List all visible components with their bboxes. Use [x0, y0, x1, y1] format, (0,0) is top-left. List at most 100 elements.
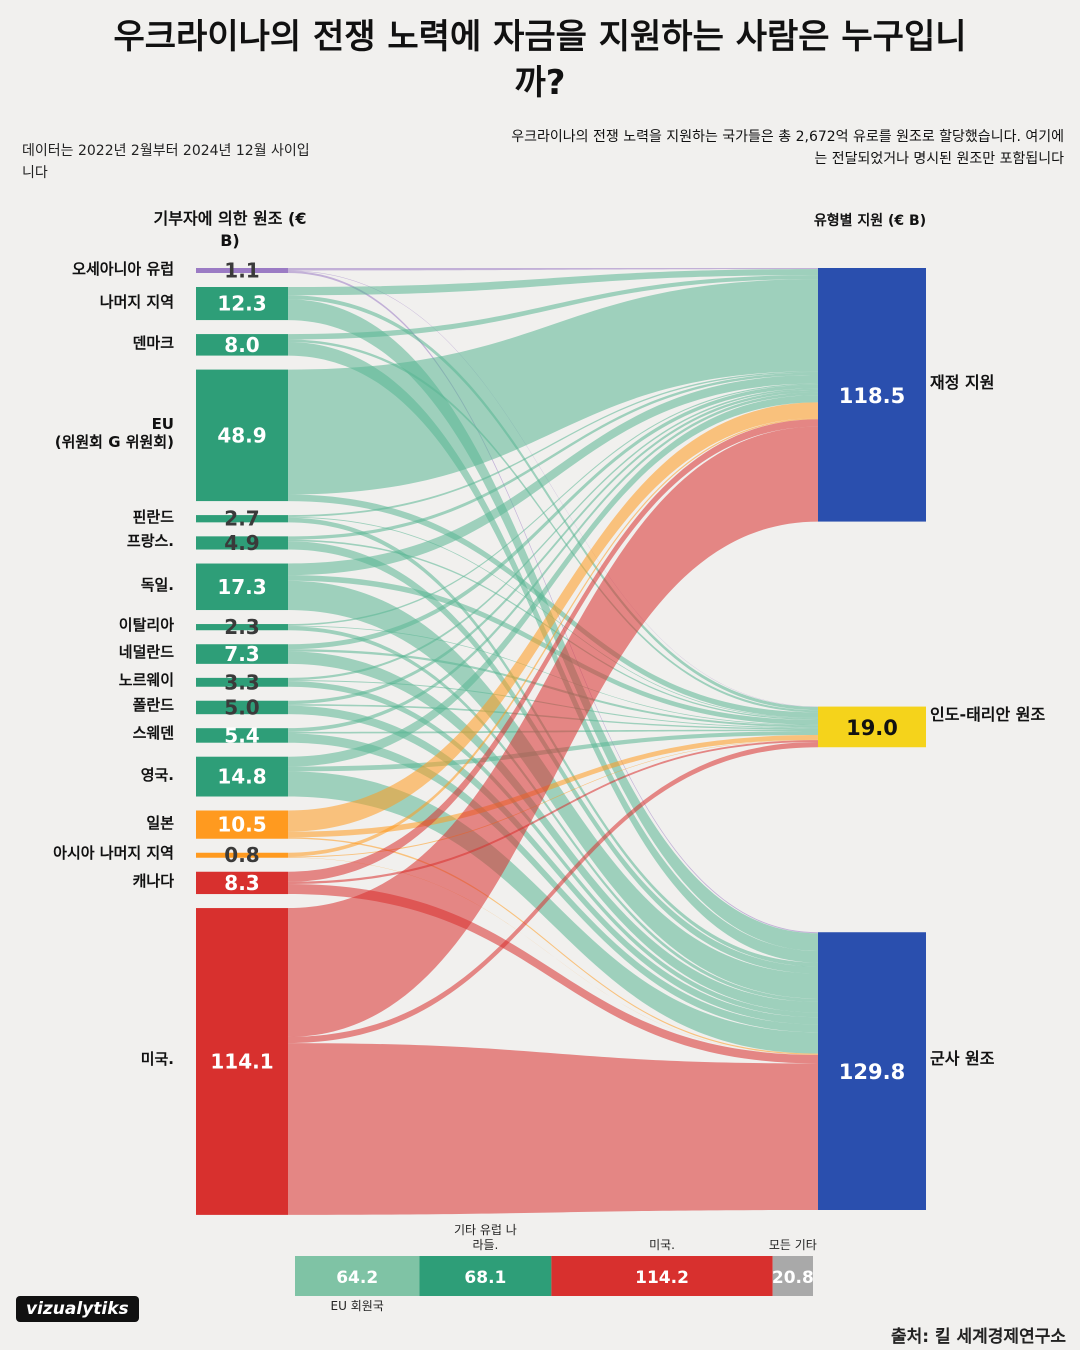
donor-bar	[196, 369, 288, 502]
flow-link	[288, 771, 818, 1054]
donor-value-label: 2.7	[224, 507, 259, 531]
donor-name-label: EU (위원회 G 위원회)	[54, 415, 174, 452]
donor-name-label: 덴마크	[132, 333, 174, 352]
flow-link	[288, 626, 818, 1002]
donor-value-label: 7.3	[224, 642, 259, 666]
flow-links	[288, 268, 818, 1215]
flow-link	[288, 651, 818, 1013]
donor-name-label: 일본	[146, 813, 174, 832]
donor-bar	[196, 624, 288, 631]
donor-value-label: 0.8	[224, 843, 259, 867]
donor-name-label: 노르웨이	[118, 671, 174, 690]
donor-bar	[196, 563, 288, 611]
donor-name-label: 폴란드	[132, 696, 174, 715]
type-column-header: 유형별 지원 (€ B)	[813, 213, 927, 229]
flow-link	[288, 494, 818, 718]
donor-bar	[196, 515, 288, 523]
type-value-label: 19.0	[846, 716, 898, 740]
group-segment	[551, 1256, 773, 1296]
donor-value-label: 3.3	[224, 670, 259, 694]
flow-link	[288, 295, 818, 711]
donor-name-label: 이탈리아	[118, 616, 174, 635]
donor-bar	[196, 677, 288, 687]
flow-link	[288, 374, 818, 576]
flow-link	[288, 384, 818, 650]
donor-name-label: 아시아 나머지 지역	[53, 844, 174, 863]
donor-value-label: 4.9	[224, 531, 259, 555]
donor-value-label: 114.1	[210, 1049, 273, 1073]
donor-value-label: 2.3	[224, 615, 259, 639]
group-name-label: 기타 유럽 나라들.	[453, 1223, 517, 1252]
donor-value-label: 17.3	[217, 575, 266, 599]
flow-link	[288, 742, 818, 1044]
donor-bar	[196, 908, 288, 1215]
flow-link	[288, 740, 818, 885]
flow-link	[288, 299, 818, 952]
donor-value-label: 48.9	[217, 423, 266, 447]
flow-link	[288, 857, 818, 1055]
type-name-label: 군사 원조	[930, 1049, 995, 1069]
donor-name-label: 영국.	[140, 765, 174, 784]
flow-link	[288, 271, 818, 934]
flow-link	[288, 681, 818, 1018]
flow-link	[288, 268, 818, 271]
flow-link	[288, 837, 818, 1055]
flow-link	[288, 269, 818, 296]
donor-value-label: 5.0	[224, 695, 259, 719]
group-segment	[772, 1256, 813, 1296]
donor-bar	[196, 810, 288, 839]
donor-value-label: 1.1	[224, 259, 259, 283]
donor-value-label: 10.5	[217, 813, 266, 837]
donor-bar	[196, 536, 288, 550]
donor-value-label: 5.4	[224, 723, 259, 747]
donor-name-label: 네덜란드	[118, 643, 174, 662]
group-value-label: 114.2	[635, 1268, 689, 1288]
group-name-label: 미국.	[649, 1238, 675, 1252]
chart-title: 우크라이나의 전쟁 노력에 자금을 지원하는 사람은 누구입니까?	[113, 17, 967, 103]
type-name-label: 재정 지원	[930, 372, 995, 392]
donor-bar	[196, 644, 288, 664]
flow-link	[288, 426, 818, 1037]
flow-link	[288, 395, 818, 767]
donor-value-label: 14.8	[217, 765, 266, 789]
type-name-label: 인도-태리안 원조	[930, 704, 1046, 724]
type-value-label: 118.5	[839, 384, 905, 408]
flow-link	[288, 1043, 818, 1215]
donor-bar	[196, 268, 288, 273]
flow-link	[288, 392, 818, 732]
donor-name-label: 나머지 지역	[99, 292, 174, 311]
donor-bar	[196, 728, 288, 743]
flow-link	[288, 371, 818, 517]
flow-link	[288, 539, 818, 720]
donor-name-label: 오세아니아 유럽	[72, 259, 174, 278]
group-name-label: EU 회원국	[330, 1299, 384, 1313]
group-value-label: 20.8	[772, 1268, 814, 1288]
group-value-label: 68.1	[464, 1268, 506, 1288]
total-aid-note: 우크라이나의 전쟁 노력을 지원하는 국가들은 총 2,672억 유로를 원조로…	[511, 129, 1064, 167]
flow-link	[288, 270, 818, 707]
donor-name-label: 독일.	[140, 575, 174, 594]
flow-link	[288, 419, 818, 882]
donor-name-label: 프랑스.	[126, 531, 174, 550]
donor-bar	[196, 871, 288, 895]
type-bar	[818, 268, 926, 522]
flow-link	[288, 580, 818, 999]
donor-bar	[196, 334, 288, 356]
flow-link	[288, 733, 818, 1033]
flow-link	[288, 275, 818, 340]
flow-link	[288, 389, 818, 705]
flow-link	[288, 383, 818, 626]
donor-column-header: 기부자에 의한 원조 (€ B)	[153, 209, 307, 250]
flow-link	[288, 339, 818, 713]
donor-name-label: 스웨덴	[132, 724, 174, 743]
group-segment	[295, 1256, 420, 1296]
group-segment	[419, 1256, 552, 1296]
flow-link	[288, 372, 818, 540]
flow-link	[288, 739, 818, 858]
type-bar	[818, 706, 926, 748]
donor-name-label: 핀란드	[132, 507, 174, 526]
donor-bar	[196, 700, 288, 715]
donor-value-label: 8.0	[224, 333, 259, 357]
flow-link	[288, 388, 818, 681]
